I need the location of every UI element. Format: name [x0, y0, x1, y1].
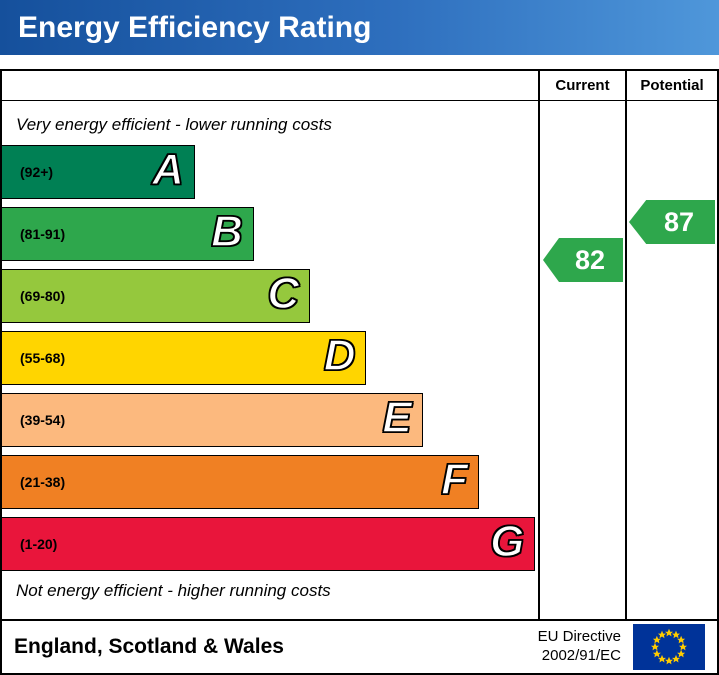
bands-header-cell: [2, 71, 538, 101]
epc-chart: Very energy efficient - lower running co…: [0, 69, 719, 675]
band-range-f: (21-38): [20, 474, 66, 490]
band-range-d: (55-68): [20, 350, 66, 366]
rating-grid: Very energy efficient - lower running co…: [2, 71, 717, 619]
band-letter-d: D: [323, 331, 356, 381]
band-bar-e: (39-54) E: [2, 393, 423, 447]
current-header: Current: [540, 71, 625, 101]
band-row-b: (81-91) B: [2, 207, 538, 261]
potential-body: 87: [627, 101, 717, 619]
band-range-g: (1-20): [20, 536, 58, 552]
bottom-note: Not energy efficient - higher running co…: [16, 581, 331, 600]
band-bar-b: (81-91) B: [2, 207, 254, 261]
band-letter-e: E: [382, 393, 413, 443]
chart-footer: England, Scotland & Wales EU Directive 2…: [2, 619, 717, 673]
potential-header: Potential: [627, 71, 717, 101]
band-bar-c: (69-80) C: [2, 269, 311, 323]
band-row-e: (39-54) E: [2, 393, 538, 447]
bands-column: Very energy efficient - lower running co…: [2, 71, 538, 619]
band-letter-a: A: [151, 145, 184, 195]
band-letter-b: B: [210, 207, 243, 257]
band-letter-g: G: [489, 517, 525, 567]
potential-rating-marker: 87: [629, 200, 715, 244]
potential-rating-value: 87: [663, 206, 695, 237]
eu-directive-label: EU Directive 2002/91/EC: [538, 628, 621, 666]
band-letter-f: F: [440, 455, 469, 505]
current-body: 82: [540, 101, 625, 619]
band-bar-f: (21-38) F: [2, 455, 480, 509]
band-range-a: (92+): [20, 164, 54, 180]
band-range-b: (81-91): [20, 226, 66, 242]
band-row-c: (69-80) C: [2, 269, 538, 323]
band-range-e: (39-54): [20, 412, 66, 428]
eu-directive-line2: 2002/91/EC: [541, 647, 621, 664]
band-row-f: (21-38) F: [2, 455, 538, 509]
band-row-a: (92+) A: [2, 145, 538, 199]
bands-body: Very energy efficient - lower running co…: [2, 101, 538, 619]
band-letter-c: C: [267, 269, 300, 319]
potential-column: Potential 87: [625, 71, 717, 619]
current-column: Current 82: [538, 71, 625, 619]
band-bar-d: (55-68) D: [2, 331, 367, 385]
page-title: Energy Efficiency Rating: [0, 0, 719, 55]
band-range-c: (69-80): [20, 288, 66, 304]
band-row-d: (55-68) D: [2, 331, 538, 385]
band-bar-g: (1-20) G: [2, 517, 536, 571]
eu-flag-icon: [633, 624, 705, 670]
region-label: England, Scotland & Wales: [14, 635, 284, 658]
band-bar-a: (92+) A: [2, 145, 195, 199]
current-rating-marker: 82: [543, 238, 623, 282]
current-rating-value: 82: [574, 244, 606, 275]
top-note: Very energy efficient - lower running co…: [16, 115, 332, 134]
eu-directive-line1: EU Directive: [537, 628, 621, 646]
band-row-g: (1-20) G: [2, 517, 538, 571]
